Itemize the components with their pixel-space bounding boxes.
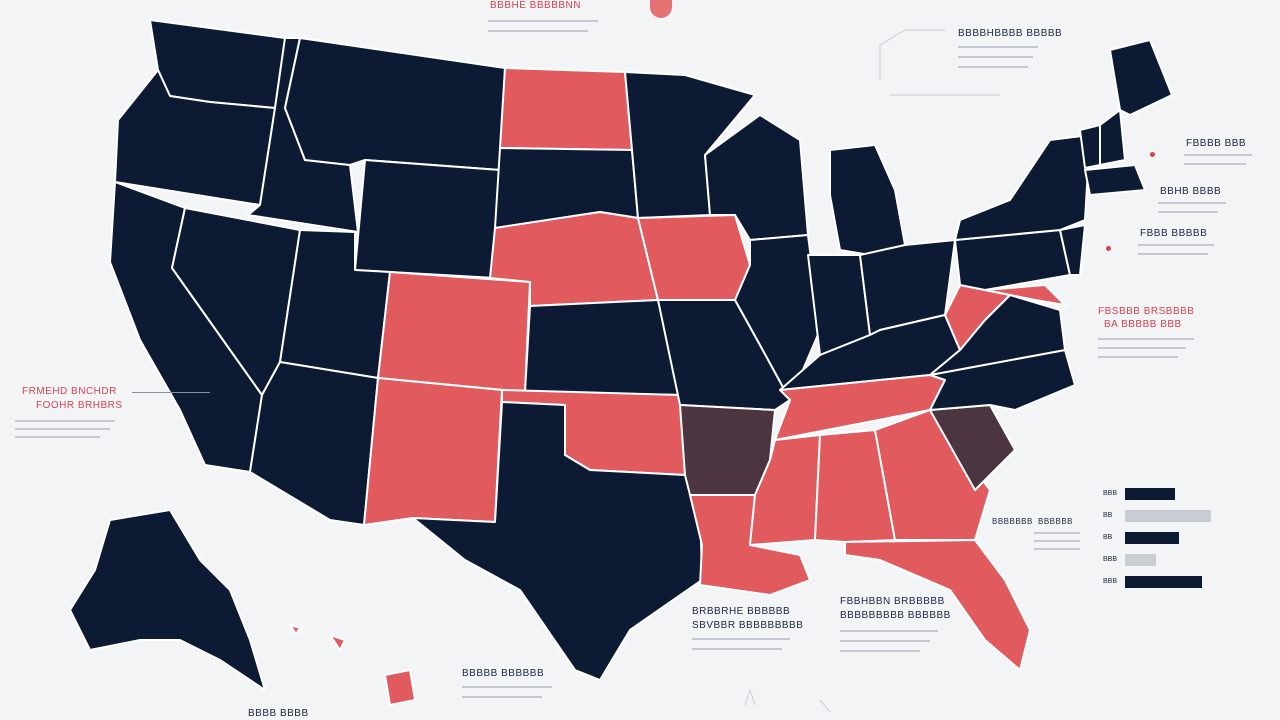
ne-text-line bbox=[1158, 211, 1218, 213]
ne-annotation-1: FBBBB BBB bbox=[1186, 138, 1247, 149]
legend-bar-label: BBB bbox=[1103, 578, 1118, 585]
state-co bbox=[377, 271, 531, 393]
east-text-line bbox=[1098, 338, 1194, 340]
state-nd bbox=[499, 67, 633, 151]
ne-text-line bbox=[1158, 202, 1226, 204]
ne-text-line bbox=[1138, 244, 1214, 246]
legend-bar bbox=[1125, 554, 1156, 566]
west-annotation-subtitle: FOOHR BRHBRS bbox=[36, 400, 123, 411]
state-hi bbox=[289, 624, 416, 706]
legend-text-line bbox=[1034, 532, 1080, 534]
south-text-line bbox=[692, 638, 790, 640]
south-annotation-title: BRBBRHE BBBBBB bbox=[692, 606, 791, 617]
state-me bbox=[1109, 39, 1173, 116]
gulf-text-line bbox=[840, 650, 920, 652]
ne-marker-dot bbox=[1150, 152, 1155, 157]
west-text-line bbox=[15, 420, 115, 422]
logo-icon bbox=[650, 0, 672, 18]
state-wy bbox=[354, 159, 501, 279]
bottom-text-line bbox=[462, 686, 552, 688]
top-right-text-line bbox=[958, 56, 1033, 58]
legend-bar bbox=[1125, 576, 1202, 588]
state-il bbox=[734, 234, 821, 401]
east-annotation-subtitle: BA BBBBB BBB bbox=[1104, 319, 1182, 330]
top-right-text-line bbox=[958, 66, 1028, 68]
legend-bar bbox=[1125, 488, 1175, 500]
ne-text-line bbox=[1138, 253, 1208, 255]
west-annotation-title: FRMEHD BNCHDR bbox=[22, 386, 117, 397]
west-text-line bbox=[15, 428, 110, 430]
bottom-left-annotation: BBBB BBBB bbox=[248, 708, 309, 719]
state-nm bbox=[363, 377, 503, 526]
east-text-line bbox=[1098, 347, 1186, 349]
legend-subtitle: BBBBBB bbox=[1038, 517, 1074, 526]
west-text-line bbox=[15, 436, 100, 438]
state-md bbox=[984, 284, 1066, 306]
state-ks bbox=[524, 299, 681, 396]
state-tx bbox=[412, 401, 703, 681]
state-ga bbox=[874, 409, 991, 541]
legend-bar-label: BBB bbox=[1103, 490, 1118, 497]
ne-annotation-2: BBHB BBBB bbox=[1160, 186, 1222, 197]
top-text-line bbox=[488, 30, 588, 32]
state-ma bbox=[1084, 164, 1146, 196]
south-text-line bbox=[692, 648, 782, 650]
legend-title: BBBBBBB bbox=[992, 517, 1033, 526]
legend-bar bbox=[1125, 510, 1211, 522]
top-right-text-line bbox=[958, 46, 1038, 48]
state-ny bbox=[954, 134, 1091, 241]
gulf-annotation-subtitle: BBBBBBBBB BBBBBB bbox=[840, 610, 951, 621]
top-right-annotation: BBBBHBBBB BBBBB bbox=[958, 28, 1063, 39]
state-nj bbox=[1059, 224, 1086, 276]
legend-text-line bbox=[1034, 540, 1080, 542]
east-annotation-title: FBSBBB BRSBBBB bbox=[1098, 306, 1195, 317]
state-nc bbox=[929, 349, 1076, 411]
bottom-text-line bbox=[462, 696, 542, 698]
ne-marker-dot bbox=[1106, 246, 1111, 251]
legend-text-line bbox=[1034, 548, 1080, 550]
south-annotation-subtitle: SBVBBR BBBBBBBBB bbox=[692, 620, 804, 631]
ne-annotation-3: FBBB BBBBB bbox=[1140, 228, 1208, 239]
top-text-line bbox=[488, 20, 598, 22]
east-text-line bbox=[1098, 356, 1178, 358]
state-mt bbox=[284, 37, 506, 171]
state-nh bbox=[1099, 109, 1126, 166]
state-az bbox=[249, 361, 379, 526]
gulf-annotation-title: FBBHBBN BRBBBBB bbox=[840, 596, 945, 607]
legend-bar-label: BB bbox=[1103, 512, 1113, 519]
west-leader-line bbox=[132, 392, 210, 393]
legend-bar-label: BB bbox=[1103, 534, 1113, 541]
ne-text-line bbox=[1184, 163, 1246, 165]
legend-bar-label: BBB bbox=[1103, 556, 1118, 563]
state-ak bbox=[69, 509, 266, 691]
state-mi bbox=[829, 144, 906, 256]
state-fl bbox=[844, 539, 1031, 671]
top-center-annotation: BBBHE BBBBBNN bbox=[490, 0, 581, 11]
gulf-text-line bbox=[840, 630, 938, 632]
state-ia bbox=[637, 214, 751, 301]
ne-text-line bbox=[1184, 154, 1252, 156]
bottom-center-annotation: BBBBB BBBBBB bbox=[462, 668, 545, 679]
legend-bar bbox=[1125, 532, 1179, 544]
gulf-text-line bbox=[840, 640, 930, 642]
